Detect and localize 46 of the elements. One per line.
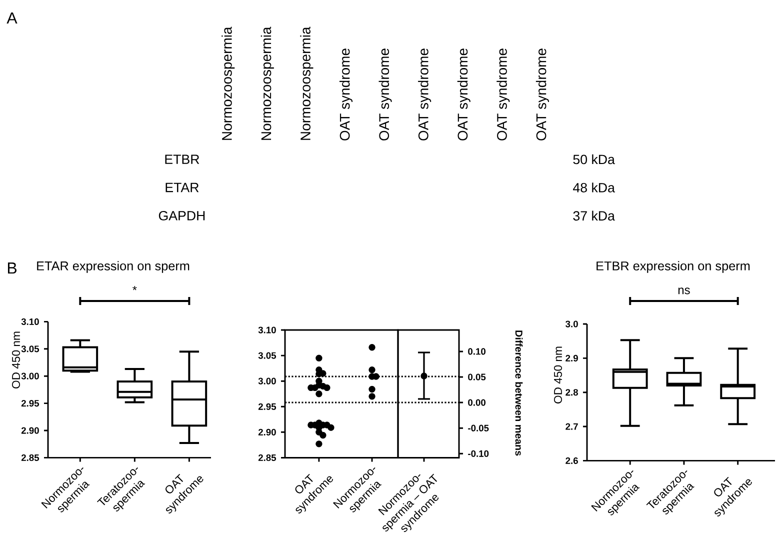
category-label: OAT syndrome	[339, 48, 353, 140]
y-tick-label: 3.05	[21, 346, 40, 352]
y-tick-label: 0.05	[468, 374, 486, 380]
y-tick-label: 2.90	[21, 427, 39, 434]
y-tick-label: 2.9	[566, 354, 578, 362]
category-label: GAPDH	[158, 210, 205, 220]
y-tick-label: 3.00	[258, 378, 276, 384]
category-label: OAT syndrome	[418, 48, 432, 140]
category-label: OAT syndrome	[378, 48, 392, 140]
category-label: 50 kDa	[573, 154, 615, 164]
category-label: Normozoospermia	[222, 26, 235, 140]
chart-title: ETAR expression on sperm	[37, 261, 190, 273]
category-label: OAT syndrome	[536, 48, 549, 140]
y-tick-label: 2.85	[21, 454, 40, 461]
y-tick-label: 2.85	[258, 454, 276, 462]
text: ns	[678, 288, 690, 294]
text: *	[132, 286, 137, 290]
y-tick-label: -0.05	[468, 424, 489, 432]
chart-title: ETBR expression on sperm	[596, 261, 750, 273]
y-tick-label: -0.10	[468, 450, 489, 457]
y-tick-label: 2.8	[566, 389, 578, 396]
y-axis-title: Difference between means	[515, 330, 523, 456]
y-tick-label: 3.10	[258, 326, 276, 334]
category-label: 37 kDa	[573, 210, 615, 221]
y-tick-label: 3.05	[258, 352, 276, 359]
y-tick-label: 2.90	[258, 428, 276, 436]
category-label: OAT syndrome	[496, 48, 510, 140]
y-tick-label: 0.10	[468, 348, 486, 355]
y-tick-label: 2.6	[566, 457, 578, 464]
category-label: ETBR	[165, 154, 200, 164]
category-label: ETAR	[166, 182, 199, 192]
category-label: 48 kDa	[573, 182, 615, 192]
y-tick-label: 2.7	[566, 423, 578, 430]
y-axis-title: OD 450 nm	[554, 346, 562, 404]
y-tick-label: 3.10	[21, 318, 39, 326]
y-tick-label: 3.00	[21, 372, 39, 380]
y-tick-label: 2.95	[21, 400, 40, 407]
y-tick-label: 0.00	[468, 399, 486, 406]
category-label: OAT syndrome	[457, 48, 470, 140]
y-tick-label: 3.0	[566, 320, 578, 328]
text: A	[6, 12, 18, 24]
y-axis-title: OD 450 nm	[12, 332, 20, 388]
category-label: Normozoospermia	[260, 26, 274, 140]
y-tick-label: 2.95	[258, 403, 276, 410]
category-label: Normozoospermia	[300, 26, 314, 140]
text: B	[8, 262, 16, 274]
